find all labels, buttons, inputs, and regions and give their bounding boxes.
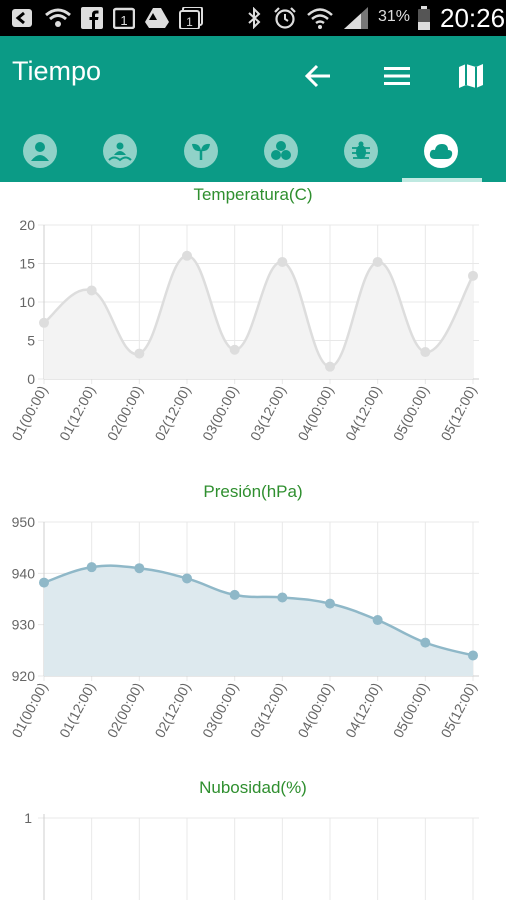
status-clock: 20:26 [440,3,506,33]
x-tick-label: 01(00:00) [8,680,50,740]
wifi-icon [306,6,334,30]
status-bar: 1 1 31% 20:26 [0,0,506,36]
y-tick-label: 15 [19,256,35,272]
data-point [420,347,431,358]
tab-disease[interactable] [250,130,312,182]
calendar-icon: 1 [178,6,204,30]
x-tick-label: 02(12:00) [151,383,193,443]
x-tick-label: 03(12:00) [247,383,289,443]
x-tick-label: 04(00:00) [294,680,336,740]
data-point [277,592,288,603]
farm-icon [103,134,137,168]
y-tick-label: 950 [12,514,36,530]
data-point [325,361,335,372]
page-title: Tiempo [12,56,102,86]
plant-icon [184,134,218,168]
x-tick-label: 03(12:00) [247,680,289,740]
x-tick-label: 01(12:00) [56,383,98,443]
active-tab-indicator [402,178,482,182]
x-tick-label: 03(00:00) [199,680,241,740]
alarm-icon [272,6,298,30]
series-line [43,254,475,368]
x-tick-label: 03(00:00) [199,383,241,443]
calendar-icon: 1 [112,6,136,30]
data-point [277,256,288,267]
data-point [134,563,145,574]
data-point [39,577,49,588]
x-tick-label: 01(00:00) [8,383,50,443]
data-point [468,270,478,281]
x-tick-label: 02(12:00) [151,680,193,740]
x-tick-label: 04(12:00) [342,680,384,740]
disease-icon [264,134,298,168]
y-tick-label: 10 [19,294,35,310]
data-point [229,344,240,355]
pressure-chart-title: Presión(hPa) [203,482,303,501]
y-tick-label: 20 [19,217,35,233]
y-tick-label: 920 [12,668,36,684]
cloud-icon [424,134,458,168]
y-tick-label: 930 [12,617,36,633]
tab-bar [0,130,506,182]
bluetooth-icon [244,6,264,30]
data-point [229,589,240,600]
bug-icon [344,134,378,168]
y-tick-label: 5 [27,333,35,349]
tab-weather[interactable] [410,130,472,182]
data-point [372,615,383,626]
data-point [182,250,192,261]
menu-button[interactable] [379,58,415,94]
data-point [86,285,97,296]
map-icon [459,64,483,88]
series-line [43,564,474,657]
x-tick-label: 04(12:00) [342,383,384,443]
data-point [325,598,335,609]
battery-icon [416,6,432,30]
tab-farm[interactable] [89,130,151,182]
x-tick-label: 02(00:00) [104,383,146,443]
back-notification-icon [10,6,34,30]
facebook-icon [80,6,104,30]
temperature-chart: 0 5 10 15 20 01(00:00) 01(12:00) 02(00:00) 02(12… [8,217,479,443]
data-point [468,650,478,661]
y-tick-label: 1 [24,810,32,826]
data-point [39,317,49,328]
tab-pests[interactable] [330,130,392,182]
battery-percentage: 31% [378,8,411,25]
temperature-chart-title: Temperatura(C) [193,185,313,204]
back-arrow-icon [304,64,330,88]
menu-icon [384,67,410,85]
cloudiness-chart-title: Nubosidad(%) [199,778,307,797]
x-tick-label: 05(12:00) [437,680,479,740]
svg-text:1: 1 [186,15,193,29]
person-icon [23,134,57,168]
tab-plant[interactable] [170,130,232,182]
series-area [44,565,473,676]
data-point [182,573,192,584]
cloudiness-chart: 1 [24,810,479,900]
back-button[interactable] [300,58,336,94]
data-point [134,348,145,359]
map-button[interactable] [453,58,489,94]
x-tick-label: 05(00:00) [390,383,432,443]
data-point [420,637,431,648]
app-bar: Tiempo [0,36,506,182]
tab-profile[interactable] [9,130,71,182]
x-tick-label: 04(00:00) [294,383,336,443]
wifi-notification-icon [44,6,72,30]
x-tick-label: 01(12:00) [56,680,98,740]
x-tick-label: 05(12:00) [437,383,479,443]
drive-icon [144,6,170,30]
y-tick-label: 0 [27,371,35,387]
svg-text:1: 1 [120,13,127,28]
x-tick-label: 02(00:00) [104,680,146,740]
data-point [372,256,383,267]
data-point [86,562,97,573]
series-area [44,255,473,379]
y-tick-label: 940 [12,565,36,581]
x-tick-label: 05(00:00) [390,680,432,740]
signal-icon [342,6,370,30]
